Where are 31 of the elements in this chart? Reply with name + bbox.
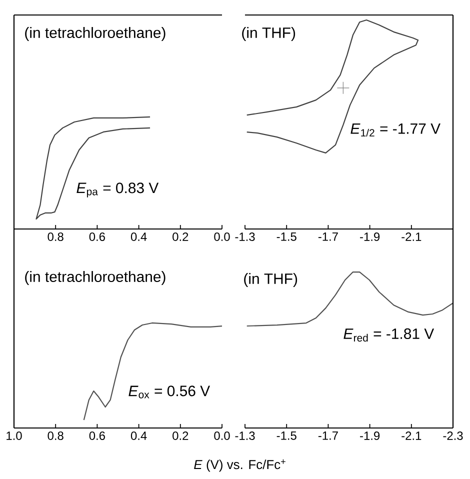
x-axis-title: E (V) vs. Fc/Fc$^{+}$ [194, 459, 286, 472]
annotation: (in THF) [242, 27, 296, 41]
x-tick-label: -1.3 [235, 232, 255, 241]
x-tick-label: 0.2 [172, 432, 188, 440]
x-tick-label: -1.9 [360, 232, 380, 241]
x-tick-label: -2.1 [402, 432, 422, 440]
x-tick-label: 0.2 [172, 232, 188, 241]
x-tick-label: 0.6 [89, 232, 105, 241]
x-tick-label: -1.7 [318, 432, 338, 440]
annotation: (in THF) [244, 273, 298, 287]
x-tick-label: -2.3 [443, 432, 463, 440]
annotation: E$_{red}$ = -1.81 V [344, 328, 434, 342]
annotation: E$_{pa}$ = 0.83 V [76, 182, 159, 198]
x-tick-label: 0.0 [214, 232, 230, 241]
text: (in tetrachloroethane) [25, 27, 166, 41]
x-tick-label: 0.8 [48, 232, 64, 241]
x-tick-label: -1.5 [276, 232, 296, 241]
x-tick-label: 1.0 [6, 432, 22, 440]
x-tick-label: 0.8 [48, 432, 64, 440]
annotation: E$_{ox}$ = 0.56 V [128, 386, 210, 398]
x-tick-label: 0.0 [214, 432, 230, 440]
x-tick-label: -1.7 [318, 232, 338, 241]
x-tick-label: -1.9 [360, 432, 380, 440]
x-tick-label: 0.4 [130, 232, 147, 241]
x-tick-label: 0.4 [130, 432, 147, 440]
x-tick-label: -1.5 [276, 432, 296, 440]
x-tick-label: 0.6 [89, 432, 105, 440]
x-tick-label: -2.1 [402, 232, 422, 241]
annotation: E$_{1/2}$ = -1.77 V [350, 123, 440, 137]
x-tick-label: -1.3 [235, 432, 255, 440]
text: (in tetrachloroethane) [25, 271, 166, 285]
